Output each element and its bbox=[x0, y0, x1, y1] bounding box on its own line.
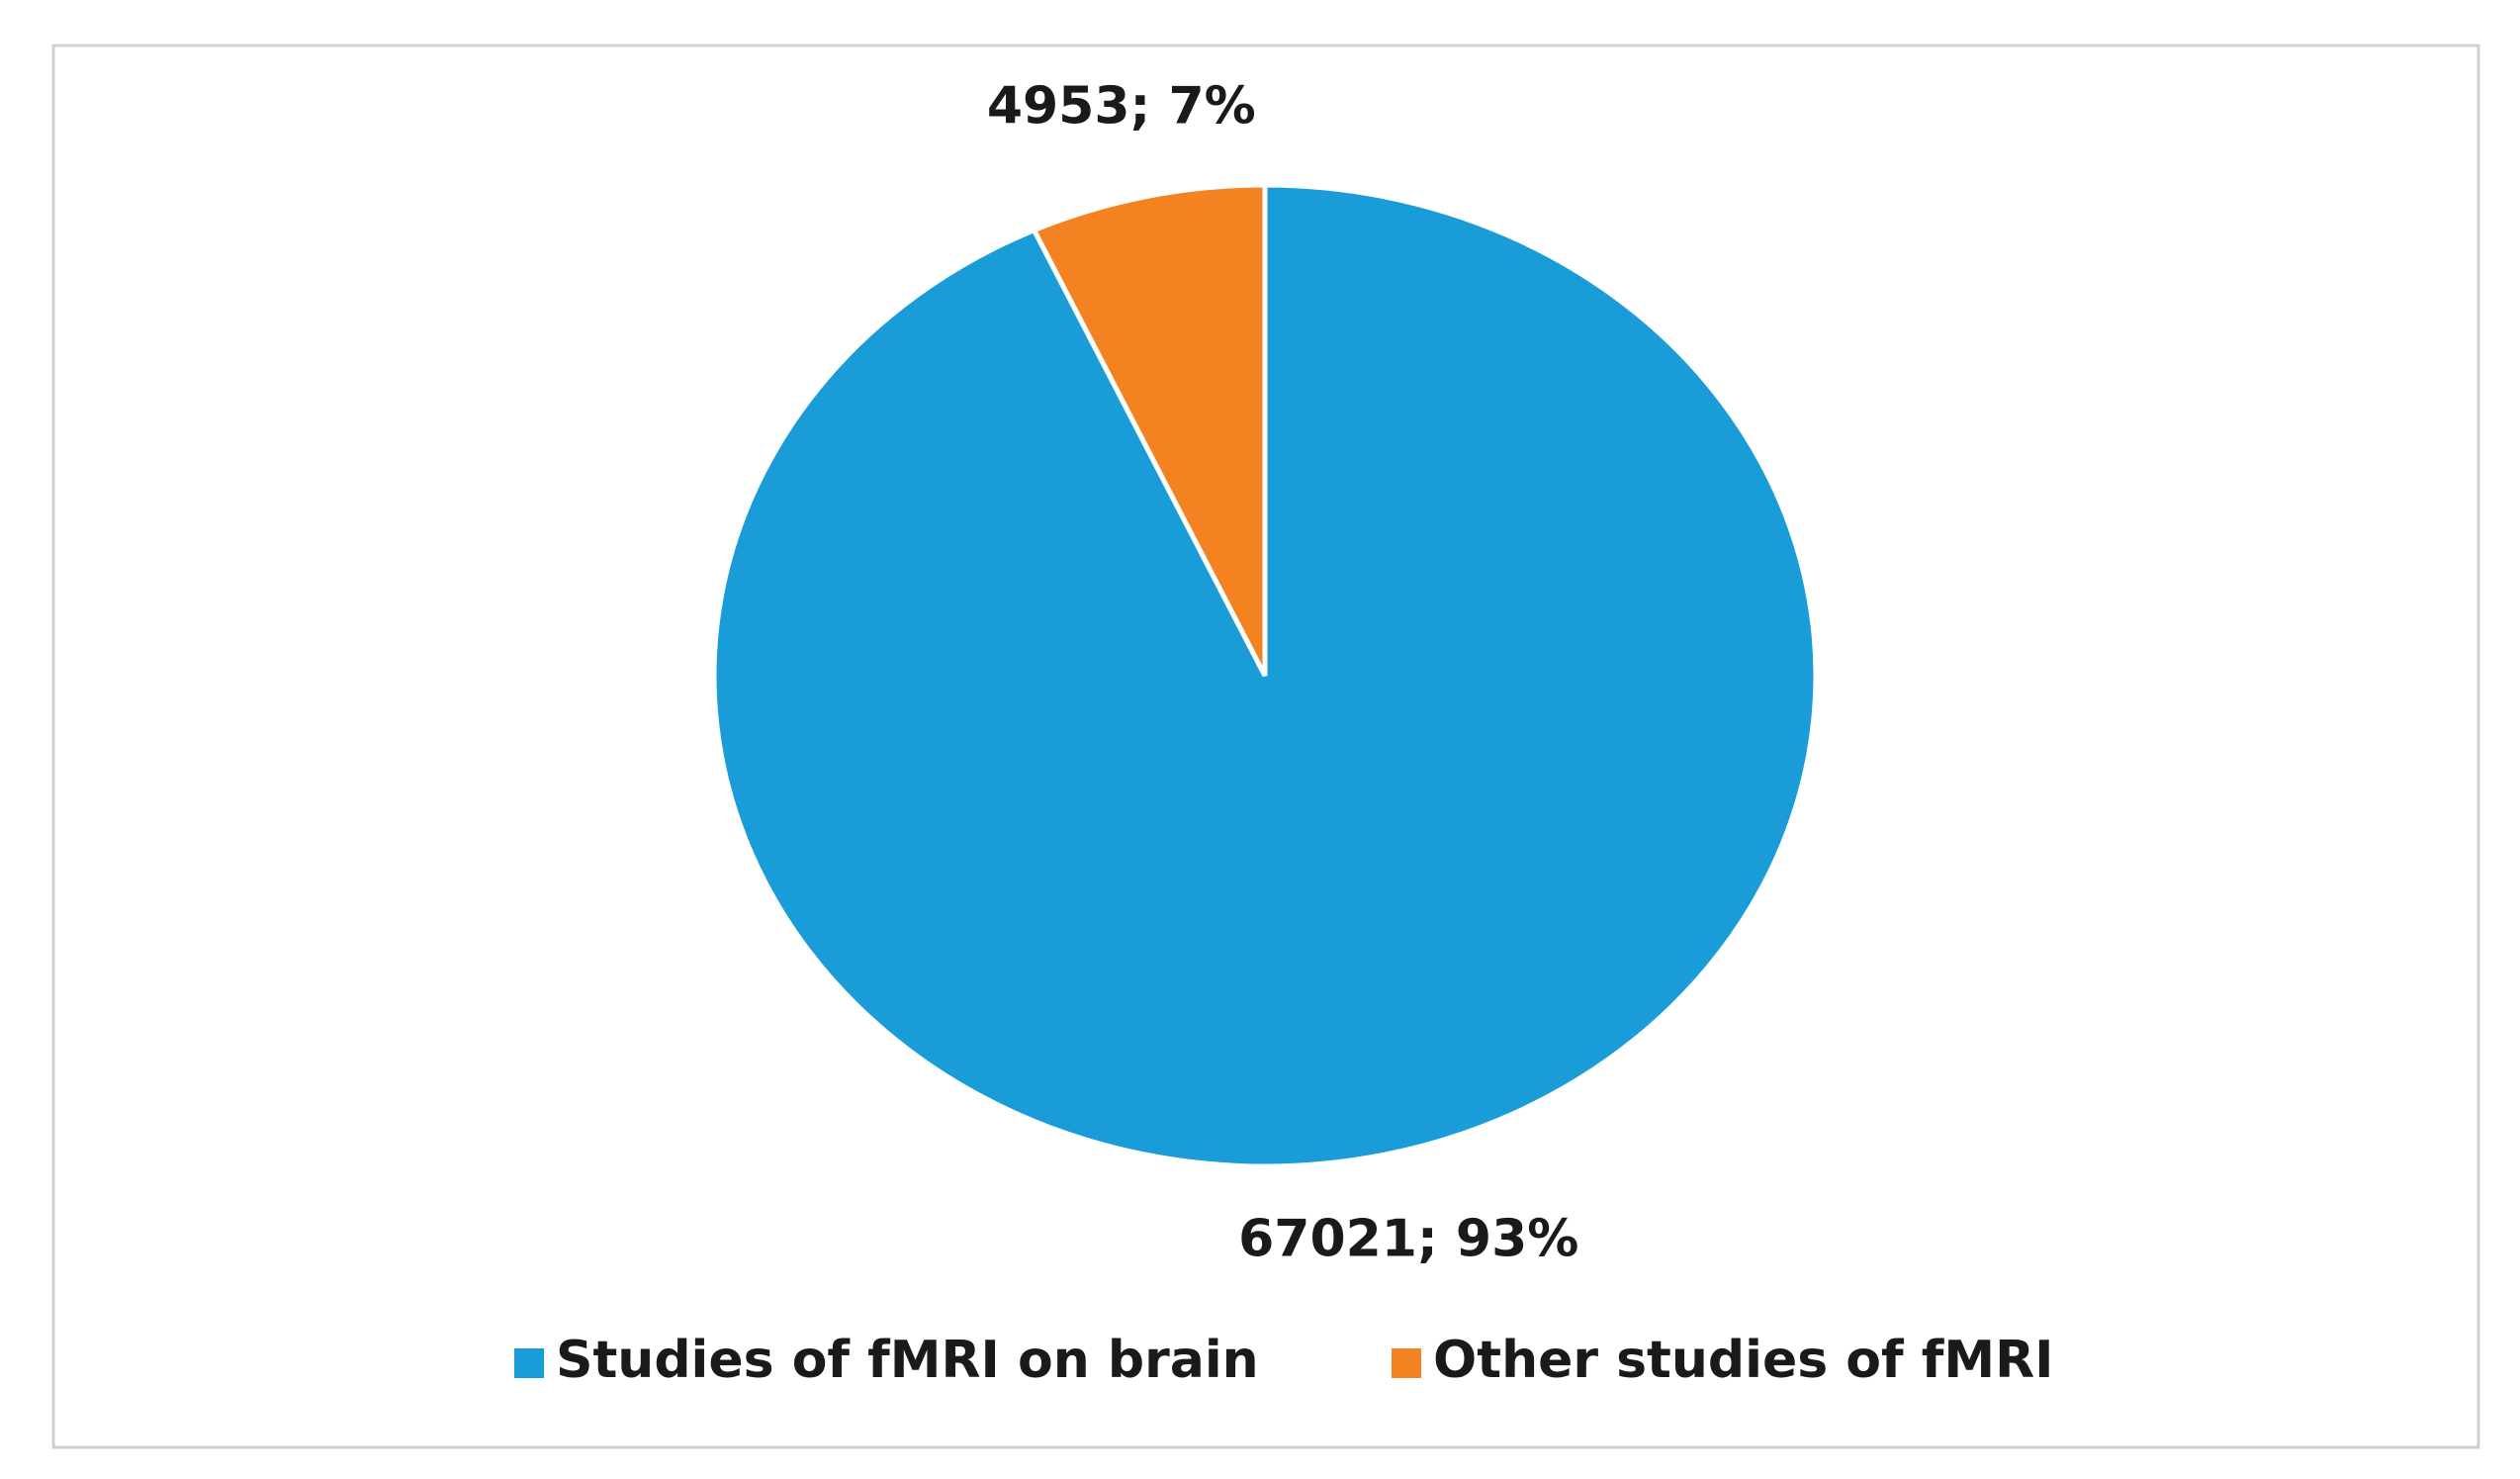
data-label: 4953; 7% bbox=[987, 77, 1256, 137]
pie-slice bbox=[1031, 182, 1268, 678]
legend-swatch bbox=[1392, 1348, 1421, 1378]
legend-label: Other studies of fMRI bbox=[1433, 1331, 2054, 1390]
data-label: 67021; 93% bbox=[1238, 1209, 1578, 1268]
legend-label: Studies of fMRI on brain bbox=[556, 1331, 1259, 1390]
legend-swatch bbox=[514, 1348, 544, 1378]
